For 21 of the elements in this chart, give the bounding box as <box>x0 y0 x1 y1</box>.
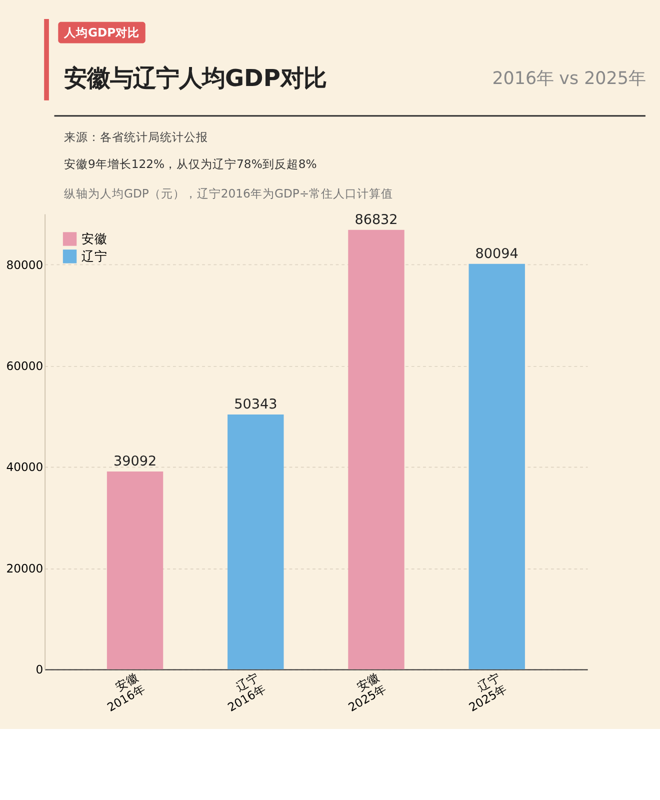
bar <box>348 230 404 670</box>
bar <box>228 414 284 670</box>
bar <box>106 471 164 670</box>
data-label: 50343 <box>234 396 278 413</box>
bar <box>468 264 525 670</box>
chart-title: 安徽与辽宁人均GDP对比 <box>64 64 326 92</box>
y-tick-label: 80000 <box>6 258 44 272</box>
legend-label: 安徽 <box>81 230 108 246</box>
text: 纵轴为人均GDP（元），辽宁2016年为GDP÷常住人口计算值 <box>64 186 394 200</box>
data-label: 86832 <box>354 212 398 228</box>
source-note: 来源：各省统计局统计公报 <box>64 130 208 144</box>
data-label: 39092 <box>113 454 157 470</box>
text: 安徽9年增长122%，从仅为辽宁78%到反超8% <box>64 157 317 172</box>
chart-subtitle: 2016年 vs 2025年 <box>492 68 646 89</box>
y-tick-label: 20000 <box>6 561 44 576</box>
y-tick-label: 0 <box>36 662 44 677</box>
text: 人均GDP对比 <box>62 25 140 40</box>
data-label: 80094 <box>475 246 518 262</box>
y-tick-label: 40000 <box>6 460 44 474</box>
y-tick-label: 60000 <box>6 358 44 373</box>
legend-label: 辽宁 <box>81 248 108 264</box>
